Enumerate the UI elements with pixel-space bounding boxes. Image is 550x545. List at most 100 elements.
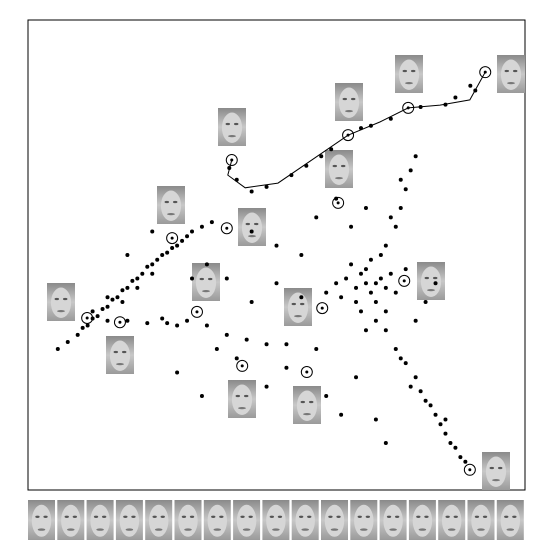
face-skin: [485, 456, 507, 487]
face-skin: [266, 504, 286, 537]
data-point: [105, 318, 110, 323]
data-point: [165, 250, 170, 255]
data-point: [204, 262, 209, 267]
data-point: [383, 309, 388, 314]
face-skin: [50, 287, 72, 318]
face-skin: [296, 390, 318, 421]
data-point: [403, 187, 408, 192]
face: [145, 500, 173, 540]
face-skin: [338, 87, 360, 118]
mouth: [67, 528, 75, 531]
eye: [93, 515, 99, 518]
face: [497, 55, 525, 93]
eye: [386, 515, 392, 518]
mouth: [154, 528, 163, 531]
face: [438, 500, 466, 540]
mouth: [294, 314, 302, 318]
data-point: [354, 300, 359, 304]
data-point: [249, 300, 254, 304]
eye: [219, 515, 224, 518]
data-point: [55, 347, 60, 351]
mouth: [360, 528, 368, 531]
data-point: [100, 307, 105, 312]
eye: [113, 350, 119, 354]
data-point: [349, 224, 354, 229]
trajectory-line: [227, 71, 486, 189]
mouth: [335, 176, 343, 180]
data-point: [324, 394, 329, 398]
face: [417, 262, 445, 300]
landmark-dot: [225, 226, 229, 230]
eye: [336, 515, 341, 518]
eye: [394, 515, 400, 518]
mouth: [506, 528, 515, 531]
data-point: [358, 309, 363, 314]
face-skin: [195, 267, 217, 298]
data-point: [458, 455, 463, 460]
data-point: [299, 295, 304, 300]
data-point: [299, 253, 304, 257]
mouth: [301, 528, 309, 531]
face-skin: [31, 504, 52, 537]
face: [291, 500, 319, 540]
data-point: [398, 177, 403, 182]
face: [408, 500, 436, 540]
mouth: [57, 309, 65, 313]
landmark-ring: [236, 359, 249, 372]
data-point: [204, 323, 209, 328]
mouth: [330, 528, 339, 531]
eye: [243, 394, 249, 398]
data-point: [423, 300, 428, 304]
eye: [164, 200, 170, 204]
eye: [416, 515, 421, 518]
data-point: [363, 281, 368, 286]
mouth: [238, 406, 246, 410]
face-skin: [119, 504, 140, 537]
data-point: [110, 297, 115, 302]
data-point: [264, 184, 269, 189]
data-point: [393, 290, 398, 295]
mouth: [242, 528, 251, 531]
mouth: [96, 528, 104, 531]
face-skin: [324, 504, 345, 537]
face: [335, 83, 363, 121]
data-point: [443, 431, 448, 436]
data-point: [135, 285, 140, 290]
data-point: [383, 285, 388, 290]
data-point: [383, 441, 388, 445]
data-point: [363, 328, 368, 333]
data-point: [80, 325, 85, 330]
data-point: [140, 271, 145, 276]
face: [157, 186, 185, 224]
face: [233, 500, 261, 540]
data-point: [368, 290, 373, 295]
eye: [54, 297, 60, 301]
eye: [299, 302, 305, 306]
landmark-ring: [479, 66, 492, 79]
eye: [269, 515, 275, 518]
face-skin: [241, 212, 263, 243]
data-point: [354, 285, 359, 290]
data-point: [339, 412, 344, 417]
face-skin: [221, 112, 243, 143]
eye: [307, 515, 312, 518]
face-skin: [383, 504, 403, 537]
face-skin: [441, 504, 462, 537]
face-skin: [148, 504, 169, 537]
face: [238, 208, 266, 246]
face: [86, 500, 114, 540]
data-point: [443, 417, 448, 422]
landmark-dot: [305, 370, 309, 374]
face-skin: [420, 266, 442, 297]
data-point: [388, 116, 393, 121]
data-point: [438, 422, 443, 427]
mouth: [427, 288, 435, 292]
data-point: [65, 339, 70, 344]
mouth: [345, 109, 353, 113]
landmark-ring: [398, 274, 411, 287]
data-point: [180, 238, 185, 243]
landmark-ring: [220, 222, 233, 235]
data-point: [324, 290, 329, 295]
eye: [123, 515, 128, 518]
